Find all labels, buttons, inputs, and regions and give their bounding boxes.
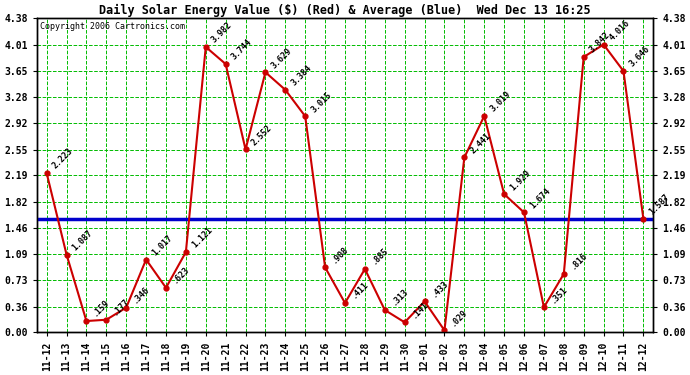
Text: .816: .816 [568, 251, 589, 272]
Text: 3.015: 3.015 [309, 90, 333, 114]
Text: 3.629: 3.629 [270, 46, 294, 70]
Text: 3.744: 3.744 [230, 38, 254, 62]
Text: 1.587: 1.587 [647, 192, 671, 216]
Text: .159: .159 [90, 298, 111, 319]
Text: 3.982: 3.982 [210, 21, 234, 45]
Text: .351: .351 [548, 285, 569, 305]
Text: 4.016: 4.016 [608, 18, 632, 42]
Text: .141: .141 [409, 300, 429, 320]
Text: 1.087: 1.087 [70, 228, 95, 252]
Text: 2.223: 2.223 [51, 147, 75, 171]
Text: 3.842: 3.842 [588, 31, 612, 55]
Text: 2.441: 2.441 [469, 131, 493, 155]
Text: .908: .908 [329, 244, 350, 265]
Text: Copyright 2006 Cartronics.com: Copyright 2006 Cartronics.com [40, 22, 185, 31]
Text: 1.929: 1.929 [509, 168, 532, 192]
Text: .433: .433 [428, 279, 449, 299]
Text: 1.121: 1.121 [190, 226, 214, 250]
Text: 3.019: 3.019 [489, 90, 513, 114]
Text: 3.384: 3.384 [290, 64, 313, 88]
Text: .411: .411 [349, 280, 370, 301]
Text: .346: .346 [130, 285, 151, 306]
Text: .313: .313 [389, 287, 409, 308]
Text: .885: .885 [369, 246, 390, 267]
Title: Daily Solar Energy Value ($) (Red) & Average (Blue)  Wed Dec 13 16:25: Daily Solar Energy Value ($) (Red) & Ave… [99, 4, 591, 17]
Text: 3.646: 3.646 [628, 45, 651, 69]
Text: 2.552: 2.552 [250, 123, 274, 147]
Text: 1.674: 1.674 [528, 186, 552, 210]
Text: .029: .029 [448, 308, 469, 328]
Text: .623: .623 [170, 265, 190, 286]
Text: .177: .177 [110, 297, 131, 318]
Text: 1.017: 1.017 [150, 233, 175, 257]
